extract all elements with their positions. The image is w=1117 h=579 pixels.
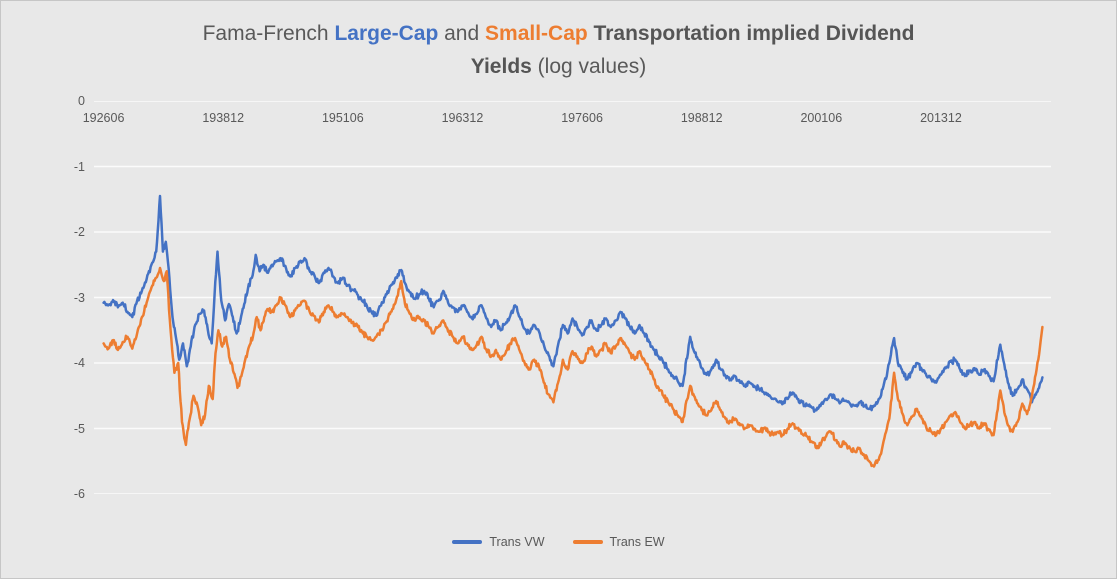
- chart-title-line-2: Yields (log values): [1, 50, 1116, 83]
- x-axis-label: 198812: [680, 111, 723, 125]
- chart-title-line-1: Fama-French Large-Cap and Small-Cap Tran…: [1, 17, 1116, 50]
- title-part: Fama-French: [202, 22, 335, 45]
- y-axis-label: 0: [78, 94, 85, 108]
- x-axis-label: 196312: [441, 111, 484, 125]
- y-axis-label: -3: [73, 290, 85, 305]
- legend-item-trans-ew[interactable]: Trans EW: [572, 535, 665, 549]
- legend-item-trans-vw[interactable]: Trans VW: [452, 535, 545, 549]
- title-part: Large-Cap: [334, 22, 439, 45]
- x-axis-label: 195106: [321, 111, 364, 125]
- x-axis-label: 201312: [920, 111, 962, 125]
- x-axis-label: 193812: [202, 111, 245, 125]
- legend-label-trans-vw: Trans VW: [489, 535, 545, 549]
- legend-label-trans-ew: Trans EW: [609, 535, 665, 549]
- x-axis-label: 200106: [800, 111, 843, 125]
- y-axis-label: -4: [73, 356, 85, 370]
- series-line-trans-vw[interactable]: [102, 194, 1044, 413]
- title-part: Yields: [470, 55, 538, 78]
- x-axis-label: 192606: [82, 111, 125, 125]
- title-part: (log values): [537, 55, 647, 78]
- y-axis-label: -6: [73, 487, 85, 501]
- title-part: and: [438, 22, 486, 45]
- y-axis-label: -5: [73, 421, 85, 436]
- title-part: Small-Cap: [485, 22, 588, 45]
- title-part: Transportation implied Dividend: [587, 22, 915, 45]
- series-line-trans-ew[interactable]: [102, 266, 1044, 468]
- chart-legend: Trans VW Trans EW: [1, 535, 1116, 549]
- trans-ew-line-swatch: [572, 540, 603, 544]
- plot-area: [94, 101, 1051, 494]
- x-axis-label: 197606: [561, 111, 603, 125]
- chart-title: Fama-French Large-Cap and Small-Cap Tran…: [1, 17, 1116, 83]
- trans-vw-line-swatch: [452, 540, 483, 544]
- y-axis-label: -1: [73, 159, 85, 174]
- y-axis-label: -2: [73, 225, 85, 239]
